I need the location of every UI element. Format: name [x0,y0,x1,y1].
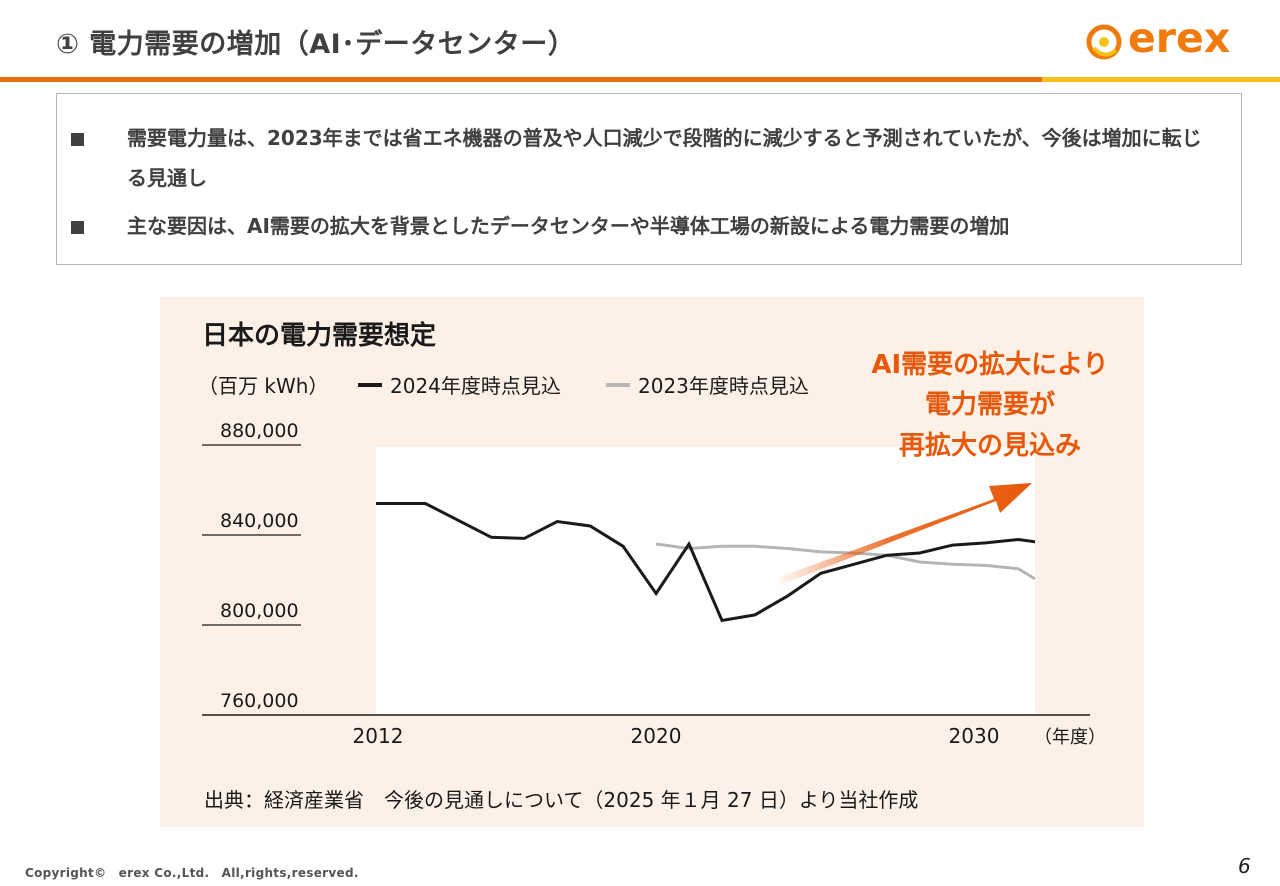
annotation-line-2: 電力需要が [925,389,1055,420]
chart-panel: 日本の電力需要想定 （百万 kWh） 2024年度時点見込 2023年度時点見込… [160,297,1144,827]
logo-smile-icon [1086,24,1122,60]
bullet-square-icon [71,221,84,234]
slide-title: ① 電力需要の増加（AI･データセンター） [56,29,576,60]
x-unit-label: （年度） [1034,727,1106,748]
title-rule-orange [0,77,1042,82]
y-tick-label: 840,000 [220,510,299,532]
line-chart: 日本の電力需要想定 （百万 kWh） 2024年度時点見込 2023年度時点見込… [198,320,1109,812]
y-tick-label: 760,000 [220,690,299,712]
annotation-line-1: AI需要の拡大により [871,350,1108,380]
series-line-2024 [376,502,1036,623]
x-tick-label: 2012 [353,724,404,748]
y-unit-label: （百万 kWh） [198,374,328,398]
legend-label-2024: 2024年度時点見込 [390,374,561,398]
trend-arrow [774,483,1032,586]
source-note: 出典：経済産業省 今後の見通しについて（2025 年１月 27 日）より当社作成 [204,788,918,812]
x-tick-label: 2020 [631,724,682,748]
legend-label-2023: 2023年度時点見込 [638,374,809,398]
page-number: 6 [1238,854,1251,878]
y-tick-label: 880,000 [220,420,299,442]
chart-title: 日本の電力需要想定 [202,320,436,351]
bullet-square-icon [71,133,84,146]
bullet-text: 需要電力量は、2023年までは省エネ機器の普及や人口減少で段階的に減少すると予測… [127,126,1202,190]
x-tick-label: 2030 [949,724,1000,748]
annotation-line-3: 再拡大の見込み [899,431,1081,461]
summary-box: 需要電力量は、2023年までは省エネ機器の普及や人口減少で段階的に減少すると予測… [56,93,1242,265]
y-tick-label: 800,000 [220,600,299,622]
erex-logo: erex [1086,14,1244,64]
bullet-text: 主な要因は、AI需要の拡大を背景としたデータセンターや半導体工場の新設による電力… [127,214,1010,238]
copyright-footer: Copyright© erex Co.,Ltd. All,rights,rese… [25,866,359,880]
logo-text: erex [1128,14,1231,62]
title-rule-yellow [1042,77,1280,82]
